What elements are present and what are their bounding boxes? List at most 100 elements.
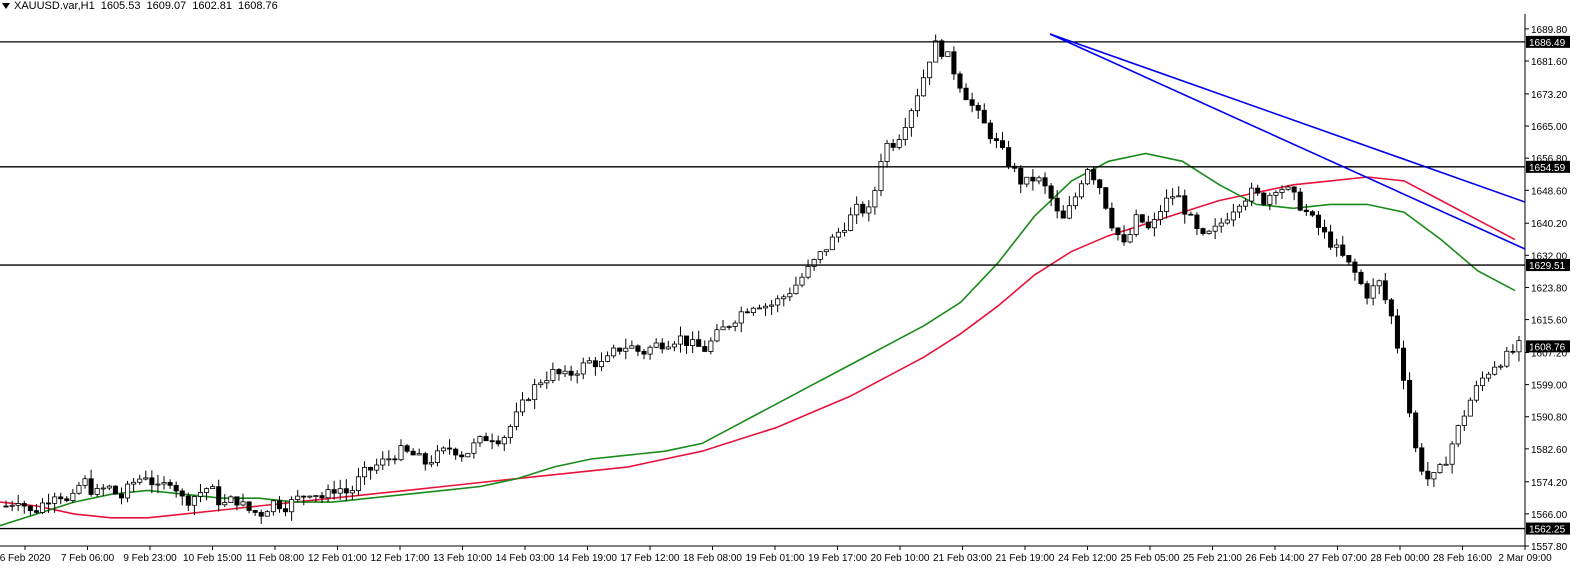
candle-body <box>817 251 823 260</box>
candle-body <box>1334 244 1340 248</box>
candle-body <box>1510 350 1516 353</box>
x-tick-label: 28 Feb 16:00 <box>1433 553 1492 564</box>
candle-body <box>471 442 477 454</box>
candle-body <box>769 304 775 307</box>
candle-body <box>1145 221 1151 229</box>
candle-body <box>434 450 440 463</box>
candle-body <box>811 259 817 267</box>
y-tick-label: 1590.80 <box>1531 413 1568 424</box>
candle-body <box>1261 192 1267 205</box>
x-tick-label: 13 Feb 10:00 <box>433 553 492 564</box>
candle-body <box>793 284 799 295</box>
current-price-label: 1608.76 <box>1529 342 1566 353</box>
candle-body <box>550 369 556 381</box>
candle-body <box>1139 214 1145 223</box>
candle-body <box>629 345 635 349</box>
candle-body <box>574 373 580 376</box>
candle-body <box>933 40 939 63</box>
candle-body <box>848 214 854 231</box>
x-tick-label: 6 Feb 2020 <box>0 553 51 564</box>
candle-body <box>246 501 252 511</box>
candle-body <box>392 458 398 461</box>
candle-body <box>1328 231 1334 248</box>
trendline[interactable] <box>1049 33 1526 203</box>
trendline[interactable] <box>1049 33 1526 250</box>
candle-body <box>1461 415 1467 426</box>
candle-body <box>210 486 216 490</box>
y-tick-label: 1599.00 <box>1531 381 1568 392</box>
candle-body <box>1449 443 1455 465</box>
candle-body <box>908 110 914 128</box>
candle-body <box>1504 350 1510 367</box>
candle-body <box>866 206 872 214</box>
candle-body <box>532 384 538 401</box>
candle-body <box>1170 196 1176 199</box>
candle-body <box>677 335 684 345</box>
candle-body <box>386 458 392 461</box>
candle-body <box>1303 209 1309 213</box>
candle-body <box>234 496 240 506</box>
symbol-label: XAUUSD.var,H1 <box>14 0 95 12</box>
y-tick-label: 1623.80 <box>1531 283 1568 294</box>
candle-body <box>1024 176 1030 185</box>
high-value: 1609.07 <box>146 0 187 12</box>
candle-body <box>878 161 884 191</box>
candle-body <box>1018 167 1024 185</box>
candle-body <box>1273 192 1279 196</box>
candle-body <box>489 440 495 443</box>
dropdown-triangle-icon[interactable] <box>2 3 10 10</box>
candle-body <box>325 489 331 499</box>
candle-body <box>173 484 179 492</box>
candle-body <box>112 485 118 495</box>
candle-body <box>380 458 386 466</box>
candle-body <box>975 105 981 111</box>
candle-body <box>313 495 319 498</box>
candle-body <box>1182 195 1188 215</box>
candle-body <box>46 502 52 505</box>
candle-body <box>459 454 465 458</box>
candle-body <box>137 478 143 483</box>
level-label-box <box>1526 259 1570 272</box>
y-tick-label: 1582.60 <box>1531 445 1568 456</box>
moving-average-line <box>0 152 1516 527</box>
candle-body <box>1188 213 1194 216</box>
candle-body <box>763 305 769 309</box>
candle-body <box>592 360 598 368</box>
level-label-box <box>1526 35 1570 48</box>
candle-body <box>1400 347 1407 381</box>
time-axis: 6 Feb 2020 7 Feb 06:00 9 Feb 23:00 10 Feb 1… <box>0 546 1552 564</box>
candle-body <box>556 369 562 375</box>
horizontal-levels: 1686.49 1654.59 1629.51 1562.25 1608.76 <box>0 35 1570 536</box>
candle-body <box>884 143 890 162</box>
candle-body <box>185 495 191 506</box>
candle-body <box>854 203 860 216</box>
x-tick-label: 20 Feb 10:00 <box>871 553 930 564</box>
candle-body <box>519 399 526 413</box>
candle-body <box>781 296 787 300</box>
candle-body <box>702 346 708 352</box>
x-tick-label: 12 Feb 17:00 <box>371 553 430 564</box>
candle-body <box>161 482 167 485</box>
candle-body <box>665 346 671 350</box>
candle-body <box>987 122 993 140</box>
candle-body <box>775 298 781 306</box>
candle-body <box>1388 299 1394 317</box>
candle-body <box>1121 234 1127 243</box>
candle-body <box>167 482 173 486</box>
candle-body <box>240 501 246 506</box>
candle-body <box>1230 211 1236 221</box>
chart-frame <box>0 14 1526 547</box>
candle-body <box>568 370 574 376</box>
candle-body <box>617 347 623 352</box>
candle-body <box>823 249 829 253</box>
candle-body <box>920 77 927 97</box>
x-tick-label: 25 Feb 21:00 <box>1183 553 1242 564</box>
x-tick-label: 27 Feb 07:00 <box>1308 553 1367 564</box>
x-tick-label: 14 Feb 03:00 <box>496 553 555 564</box>
candle-body <box>696 339 702 347</box>
candle-body <box>1479 377 1486 387</box>
candle-body <box>1309 211 1315 216</box>
candle-body <box>1255 187 1261 194</box>
candle-body <box>744 311 750 314</box>
